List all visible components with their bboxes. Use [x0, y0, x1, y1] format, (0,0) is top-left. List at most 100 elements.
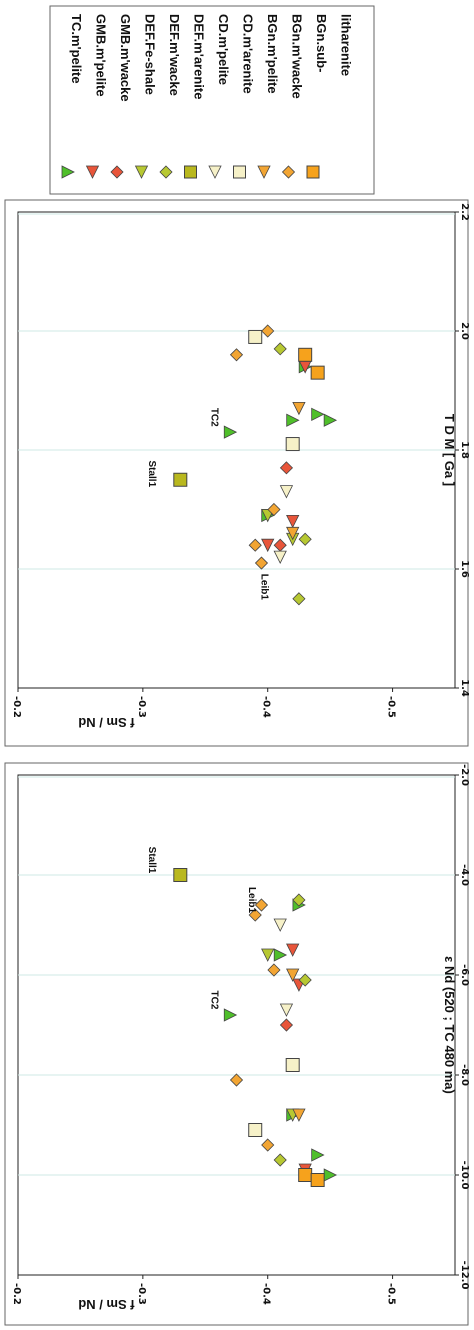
data-point: [267, 963, 281, 977]
data-point: [298, 532, 312, 546]
legend-label: GMB.m'wacke: [118, 14, 133, 102]
data-point: [286, 968, 300, 982]
point-annotation: Leib1: [246, 887, 257, 914]
legend-frame: [49, 5, 375, 195]
data-point: [273, 948, 288, 962]
data-point: [298, 347, 313, 362]
data-point: [298, 973, 312, 987]
data-point: [261, 538, 275, 553]
point-annotation: Stall1: [146, 847, 157, 874]
x-axis-label: T D M [ Ga ]: [442, 414, 457, 486]
data-point: [229, 348, 244, 362]
data-point: [279, 485, 294, 499]
x-tick-label: 2.0: [459, 322, 470, 340]
data-point: [261, 324, 275, 338]
x-tick-label: -12.0: [459, 1261, 470, 1290]
legend-marker: [208, 165, 222, 179]
data-point: [254, 898, 269, 912]
y-tick-label: -0.3: [136, 1283, 147, 1305]
legend-items: TC.m'pelite GMB.m'pelite GMB.m'wacke DEF.Fe…: [61, 14, 354, 179]
x-tick-label: -2.0: [459, 764, 470, 786]
legend-label: GMB.m'pelite: [94, 14, 109, 97]
data-point: [173, 472, 188, 487]
x-tick-label: 1.6: [459, 560, 470, 578]
x-tick-label: -4.0: [459, 864, 470, 886]
data-point: [286, 943, 300, 957]
legend-marker: [85, 165, 100, 179]
data-point: [298, 1168, 313, 1182]
legend-label: TC.m'pelite: [69, 14, 84, 84]
legend-marker: [257, 165, 271, 179]
data-point: [285, 437, 300, 452]
y-axis-label: f Sm / Nd: [78, 715, 134, 730]
data-point: [311, 407, 325, 421]
data-point: [279, 461, 294, 475]
x-tick-label: 2.2: [459, 203, 470, 221]
data-point: [323, 413, 338, 427]
legend-marker: [306, 165, 320, 179]
point-annotation: Stall1: [146, 460, 157, 487]
data-point: [173, 868, 188, 882]
data-point: [292, 401, 306, 416]
data-point: [229, 1073, 244, 1087]
legend-label: litharenite: [339, 14, 354, 76]
data-point: [267, 502, 281, 517]
x-tick-label: -8.0: [459, 1064, 470, 1086]
y-tick-label: -0.4: [261, 696, 272, 718]
y-tick-label: -0.4: [261, 1283, 272, 1305]
legend-label: DEF.m'arenite: [192, 14, 207, 99]
legend-label: DEF.m'wacke: [167, 14, 182, 96]
legend-marker: [159, 165, 173, 179]
data-point: [223, 1008, 238, 1022]
legend-label: CD.m'pelite: [216, 14, 231, 85]
data-point: [292, 592, 306, 606]
data-point: [323, 1168, 338, 1182]
data-point: [273, 1153, 287, 1167]
data-point: [261, 1138, 275, 1152]
data-point: [273, 550, 287, 564]
legend-marker: [110, 165, 124, 179]
legend-marker: [134, 165, 149, 179]
data-point: [310, 1173, 325, 1187]
legend-label: BGn.m'pelite: [265, 14, 280, 94]
data-point: [248, 329, 263, 344]
legend: TC.m'pelite GMB.m'pelite GMB.m'wacke DEF.Fe…: [49, 5, 375, 195]
data-point: [311, 1148, 325, 1162]
legend-marker: [233, 165, 246, 179]
data-point: [310, 365, 325, 380]
panel-end-frame: [4, 762, 469, 1326]
data-point: [261, 948, 275, 962]
data-point: [248, 1123, 263, 1137]
plot-area: [17, 774, 456, 1276]
legend-marker: [61, 165, 75, 179]
panel-tdm-frame: [4, 199, 469, 747]
y-tick-label: -0.2: [11, 1283, 22, 1305]
x-tick-label: 1.8: [459, 441, 470, 459]
point-annotation: Leib1: [258, 574, 269, 601]
point-annotation: TC2: [209, 991, 220, 1010]
data-point: [279, 1003, 294, 1017]
data-point: [273, 918, 287, 932]
legend-label: CD.m'arenite: [241, 14, 256, 94]
data-point: [223, 425, 238, 439]
legend-label: BGn.m'wacke: [290, 14, 305, 99]
chart-end: -12.0 -10.0 -8.0 -6.0 -4.0 -2.0 -0.2 -0.3 -0.4 -0…: [11, 764, 470, 1312]
data-point: [286, 515, 300, 529]
y-axis-label: f Sm / Nd: [78, 1297, 134, 1312]
y-tick-label: -0.5: [386, 696, 397, 718]
data-point: [254, 556, 269, 570]
legend-label: BGn.sub-: [314, 14, 329, 73]
data-point: [248, 908, 262, 922]
data-point: [292, 893, 306, 907]
data-point: [285, 1058, 300, 1072]
data-point: [292, 1108, 306, 1122]
data-point: [286, 526, 300, 541]
legend-label: DEF.Fe-shale: [143, 14, 158, 95]
data-point: [248, 538, 262, 552]
y-tick-label: -0.2: [11, 696, 22, 718]
x-axis-label: ε Nd (520 ; TC 480 ma): [442, 956, 457, 1094]
data-point: [286, 413, 300, 427]
x-tick-label: -6.0: [459, 964, 470, 986]
